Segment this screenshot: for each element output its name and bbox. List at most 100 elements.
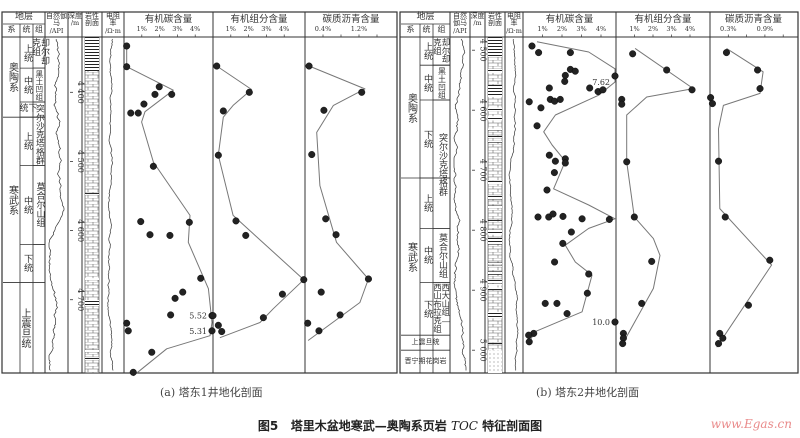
header-depth: 深度/m xyxy=(68,12,82,37)
series-label-cell: 下统 xyxy=(20,244,33,282)
shale-band xyxy=(488,107,502,112)
shale-band xyxy=(85,193,99,195)
header-strata: 地层 xyxy=(14,12,33,23)
header-system-cell: 系 xyxy=(401,24,420,37)
data-point xyxy=(559,239,567,247)
data-point xyxy=(534,213,542,221)
system-label: 奥陶系 xyxy=(6,62,18,93)
data-point xyxy=(611,72,619,80)
value-annotation: 5.31 xyxy=(189,327,207,336)
data-point xyxy=(611,318,619,326)
shale-band xyxy=(488,85,502,97)
x-tick-label: 2% xyxy=(648,25,658,33)
header-depth: 深度/m xyxy=(470,12,485,37)
data-point xyxy=(146,231,154,239)
series-label: 中统 xyxy=(422,73,432,92)
shale-band xyxy=(85,278,99,281)
gamma-log-curve xyxy=(48,39,65,371)
data-point xyxy=(618,100,626,108)
series-label: 上统 xyxy=(422,42,432,61)
data-point xyxy=(648,257,656,265)
depth-tick-label: 4 900 xyxy=(479,279,488,302)
figure-number: 图5 xyxy=(257,419,279,433)
data-point xyxy=(721,213,729,221)
data-point xyxy=(185,218,193,226)
value-annotation: 5.52 xyxy=(189,312,207,321)
data-point xyxy=(214,321,222,329)
shale-band xyxy=(488,195,502,200)
shale-band xyxy=(488,279,502,284)
shale-band xyxy=(488,220,502,222)
header-resistivity-title: 电阻率 xyxy=(507,12,521,28)
caption-a: (a) 塔东1井地化剖面 xyxy=(160,386,263,399)
x-tick-label: 4% xyxy=(190,25,200,33)
header-series-cell: 统 xyxy=(420,24,433,37)
shale-band xyxy=(488,342,502,345)
header-depth-unit: /m xyxy=(473,19,482,28)
header-gamma: 自然伽马/API xyxy=(450,12,470,37)
data-point xyxy=(259,314,267,322)
trend-curve xyxy=(716,47,773,348)
system-label: 奥陶系 xyxy=(405,92,417,123)
data-point xyxy=(599,86,607,94)
x-tick-label: 3% xyxy=(576,25,586,33)
data-point xyxy=(171,294,179,302)
depth-tick-label: 4 600 xyxy=(479,99,488,122)
series-label-cell: 中统 xyxy=(420,65,433,100)
resistivity-log-curve xyxy=(107,38,114,371)
system-label: 寒武系 xyxy=(405,241,417,272)
data-point xyxy=(586,84,594,92)
x-tick-label: 2% xyxy=(154,25,164,33)
x-tick-label: 1.2% xyxy=(351,25,368,33)
data-point xyxy=(149,162,157,170)
shale-band xyxy=(488,180,502,185)
series-label: 下统 xyxy=(22,254,32,273)
data-point xyxy=(525,338,533,346)
header-formation-cell: 组 xyxy=(433,24,450,37)
data-point xyxy=(218,328,226,336)
formation-label: 黑土凹组 xyxy=(437,66,447,99)
x-tick-label: 3% xyxy=(261,25,271,33)
series-label-cell: 上统 xyxy=(20,117,33,165)
header-depth-title: 深度 xyxy=(68,12,82,20)
shale-band xyxy=(488,237,502,243)
data-point xyxy=(553,299,561,307)
data-point xyxy=(561,77,569,85)
data-point xyxy=(766,256,774,264)
data-point xyxy=(541,299,549,307)
data-point xyxy=(151,90,159,98)
data-point xyxy=(232,217,240,225)
data-point xyxy=(168,90,176,98)
data-point xyxy=(550,169,558,177)
series-label: 上统 xyxy=(22,43,32,62)
data-point xyxy=(619,340,627,348)
data-point xyxy=(166,231,174,239)
lithology-column xyxy=(84,36,100,374)
series-label: 下统 xyxy=(422,299,432,318)
data-point xyxy=(134,109,142,117)
shale-band xyxy=(85,37,99,71)
series-label-cell: 中统 xyxy=(420,228,433,282)
data-point xyxy=(140,100,148,108)
formation-label: 莫合尔山组 xyxy=(34,182,45,228)
data-point xyxy=(663,66,671,74)
depth-tick-label: 4 700 xyxy=(76,288,85,311)
data-point xyxy=(525,98,533,106)
x-tick-label: 1% xyxy=(137,25,147,33)
data-point xyxy=(317,288,325,296)
header-resistivity-title: 电阻率 xyxy=(106,12,120,28)
series-label: 中统 xyxy=(22,76,32,95)
system-label: 上震旦统 xyxy=(411,338,440,347)
system-label-cell: 奥陶系 xyxy=(401,37,420,178)
data-point xyxy=(209,312,217,320)
chart-title: 有机碳含量 xyxy=(546,13,594,25)
data-point xyxy=(179,288,187,296)
figure-title-toc: TOC xyxy=(450,419,478,433)
series-label-cell: 上统 xyxy=(20,37,33,68)
shale-band xyxy=(488,311,502,316)
value-annotation: 7.62 xyxy=(592,78,610,87)
data-point xyxy=(535,49,543,57)
system-label-cell: 奥陶系 xyxy=(3,37,20,117)
watermark: www.Egas.cn xyxy=(710,417,792,431)
data-point xyxy=(549,210,557,218)
